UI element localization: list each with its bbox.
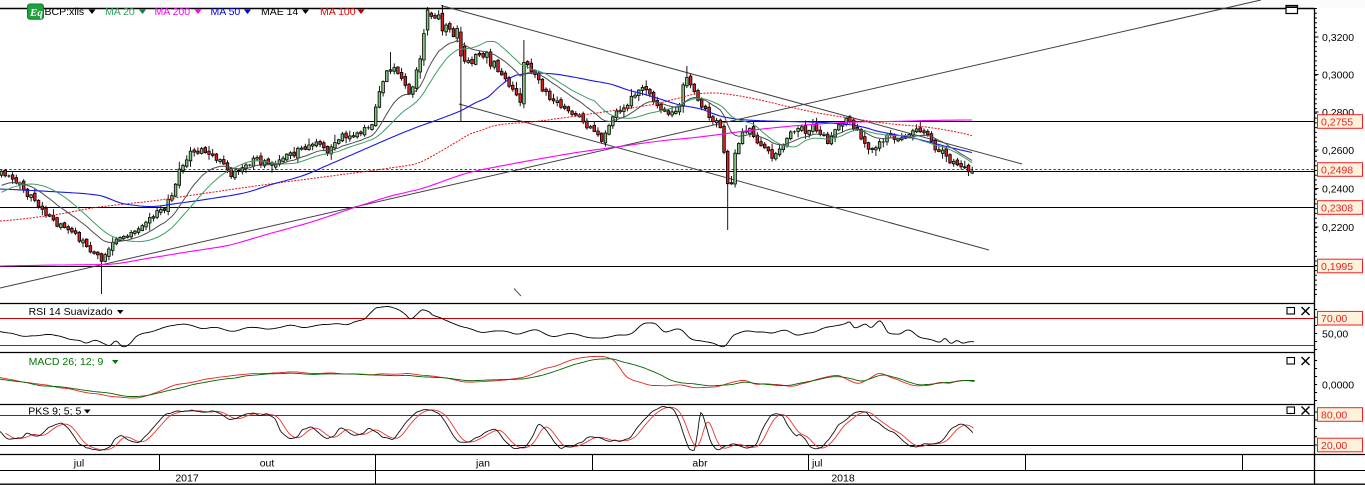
svg-text:out: out <box>260 458 275 470</box>
svg-text:2017: 2017 <box>175 473 199 485</box>
svg-text:jan: jan <box>475 458 490 470</box>
svg-text:2018: 2018 <box>831 473 855 485</box>
svg-text:MA 50: MA 50 <box>211 6 241 18</box>
svg-text:0,2755: 0,2755 <box>1321 116 1353 128</box>
svg-text:0,3000: 0,3000 <box>1322 69 1354 81</box>
svg-text:70,00: 70,00 <box>1321 313 1347 325</box>
svg-text:50,00: 50,00 <box>1322 328 1348 340</box>
svg-text:MA 100: MA 100 <box>320 6 356 18</box>
svg-text:0,0000: 0,0000 <box>1322 379 1354 391</box>
svg-text:0,2308: 0,2308 <box>1321 202 1353 214</box>
svg-text:0,2400: 0,2400 <box>1322 183 1354 195</box>
svg-text:PKS 9; 5; 5: PKS 9; 5; 5 <box>28 406 81 418</box>
svg-text:jul: jul <box>73 458 85 470</box>
svg-text:0,1995: 0,1995 <box>1321 261 1353 273</box>
svg-text:0,2600: 0,2600 <box>1322 145 1354 157</box>
svg-text:0,3200: 0,3200 <box>1322 32 1354 44</box>
svg-text:MA 200: MA 200 <box>155 6 191 18</box>
svg-text:RSI 14 Suavizado: RSI 14 Suavizado <box>29 306 113 318</box>
svg-text:20,00: 20,00 <box>1321 440 1347 452</box>
svg-text:0,2200: 0,2200 <box>1322 222 1354 234</box>
svg-text:abr: abr <box>692 458 708 470</box>
svg-text:Eq: Eq <box>29 7 43 19</box>
svg-text:BCP:xlls: BCP:xlls <box>45 6 85 18</box>
svg-text:MA 20: MA 20 <box>105 6 135 18</box>
svg-text:MAE 14: MAE 14 <box>261 6 299 18</box>
svg-text:jul: jul <box>811 458 823 470</box>
svg-text:0,2498: 0,2498 <box>1321 164 1353 176</box>
svg-text:80,00: 80,00 <box>1321 409 1347 421</box>
svg-text:MACD 26; 12; 9: MACD 26; 12; 9 <box>29 356 104 368</box>
